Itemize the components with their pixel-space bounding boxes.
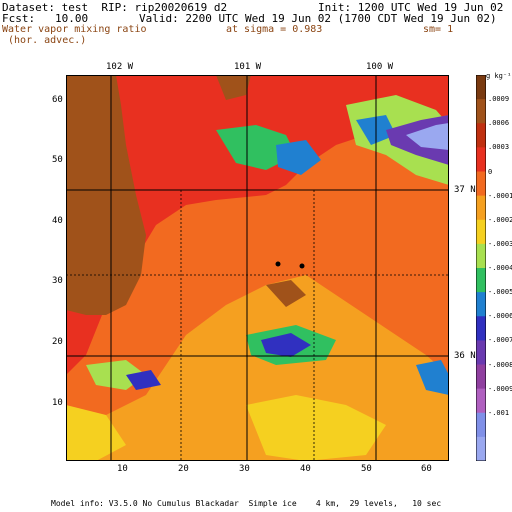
lat-label-37n: 37 N [454,185,476,195]
colorbar-label: -.0005 [488,288,512,297]
colorbar-label: -.0002 [488,215,512,224]
dataset-label: Dataset: test RIP: rip20020619 d2 [2,1,228,14]
field-red-region [66,75,449,375]
colorbar-frame [476,75,486,461]
colorbar-swatch [476,219,486,245]
colorbar-swatch [476,243,486,269]
colorbar-swatch [476,75,486,100]
colorbar-swatch [476,268,486,293]
valid-label: Valid: 2200 UTC Wed 19 Jun 02 (1700 CDT … [139,12,497,25]
city-marker-1 [275,261,281,267]
field-brown-small [266,280,306,307]
x-tick-40: 40 [300,464,311,474]
colorbar-label: -.0006 [488,312,512,321]
lon-label-101w: 101 W [234,62,262,72]
y-tick-60: 60 [52,95,63,105]
colorbar-swatch [476,412,486,438]
field-darkblue-west [126,370,161,390]
lon-label-102w: 102 W [106,62,134,72]
field-blue-cell-1 [276,140,321,175]
x-tick-30: 30 [239,464,250,474]
colorbar-label: -.0007 [488,336,512,345]
colorbar-label: -.0004 [488,264,512,272]
x-tick-50: 50 [361,464,372,474]
colorbar-label: -.0008 [488,360,512,369]
city-marker-2 [299,263,305,269]
plot-frame [66,75,449,461]
colorbar-swatch [476,436,486,461]
field-name: Water vapor mixing ratio [2,24,147,35]
smoothing-label: sm= 1 [423,24,454,35]
colorbar-label: -.0001 [488,191,512,200]
lon-label-100w: 100 W [366,62,394,72]
field-light-yellow [246,395,386,461]
field-subname: (hor. advec.) [2,35,87,46]
colorbar-label: 0 [488,167,493,176]
colorbar-swatch [476,147,486,172]
colorbar-swatch [476,123,486,148]
field-lavender-ne [406,123,449,150]
colorbar-swatch [476,316,486,341]
colorbar-swatch [476,195,486,221]
y-tick-30: 30 [52,276,63,286]
y-tick-10: 10 [52,398,63,408]
field-brown-patch [216,75,251,100]
field-brown-region [66,75,146,315]
colorbar-swatch [476,388,486,414]
model-info: Model info: V3.5.0 No Cumulus Blackadar … [51,499,442,508]
y-tick-20: 20 [52,337,63,347]
field-green-north [216,125,296,170]
x-tick-10: 10 [117,464,128,474]
colorbar-swatch [476,99,486,124]
colorbar [476,75,486,461]
colorbar-swatch [476,292,486,317]
colorbar-label: -.0003 [488,239,512,248]
mixing-ratio-map [66,75,449,461]
colorbar-label: .0006 [488,119,510,128]
colorbar-swatch [476,340,486,365]
colorbar-swatch [476,171,486,197]
init-label: Init: 1200 UTC Wed 19 Jun 02 [318,1,504,14]
field-blue-east [416,360,449,395]
colorbar-label: -.001 [488,408,510,417]
colorbar-label: .0009 [488,95,510,104]
sigma-label: at sigma = 0.983 [226,24,323,35]
x-tick-60: 60 [421,464,432,474]
x-tick-20: 20 [178,464,189,474]
colorbar-label: .0003 [488,143,510,152]
colorbar-swatch [476,364,486,390]
colorbar-label: -.0009 [488,384,512,393]
y-tick-50: 50 [52,155,63,165]
y-tick-40: 40 [52,216,63,226]
colorbar-unit: g kg⁻¹ [486,72,512,80]
field-darkblue-cell [261,333,311,357]
forecast-label: Fcst: 10.00 [2,12,89,25]
lat-label-36n: 36 N [454,351,476,361]
